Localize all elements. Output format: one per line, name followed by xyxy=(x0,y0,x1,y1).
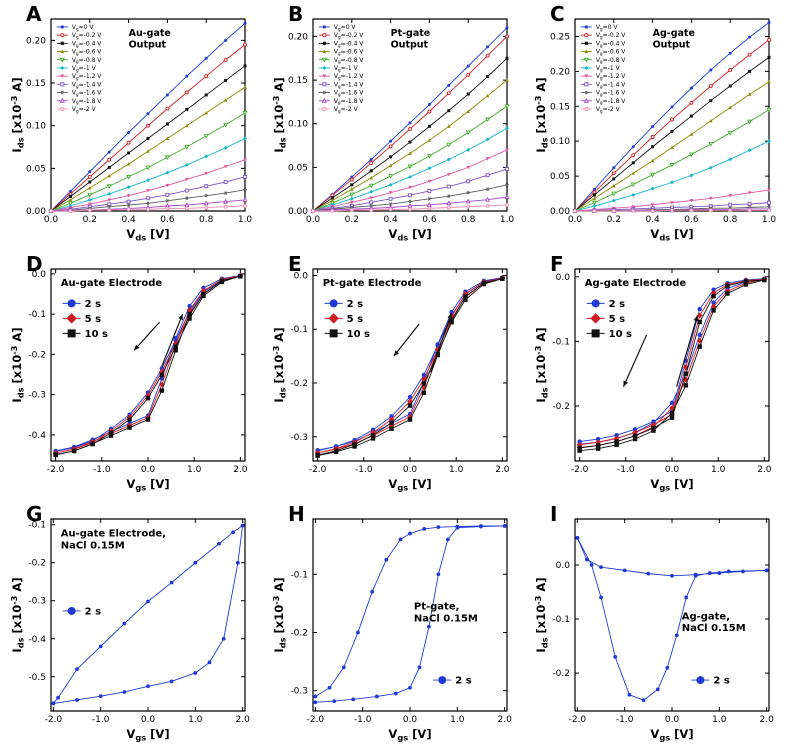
panel-b-label: B xyxy=(288,2,304,26)
panel-b-chart xyxy=(267,11,519,249)
panel-e: E xyxy=(262,250,524,500)
panel-h: H xyxy=(262,500,524,750)
panel-c-label: C xyxy=(550,2,565,26)
panel-a-label: A xyxy=(26,2,42,26)
panel-d-label: D xyxy=(26,252,43,276)
panel-g: G xyxy=(0,500,262,750)
panel-h-label: H xyxy=(288,502,305,526)
panel-c-chart xyxy=(529,11,781,249)
panel-h-chart xyxy=(267,511,519,749)
panel-e-chart xyxy=(267,261,519,499)
panel-a-chart xyxy=(5,11,257,249)
panel-i-chart xyxy=(529,511,781,749)
panel-f-label: F xyxy=(550,252,564,276)
panel-f-chart xyxy=(529,261,781,499)
panel-d: D xyxy=(0,250,262,500)
panel-e-label: E xyxy=(288,252,302,276)
panel-f: F xyxy=(524,250,786,500)
panel-i-label: I xyxy=(550,502,558,526)
panel-a: A xyxy=(0,0,262,250)
panel-c: C xyxy=(524,0,786,250)
panel-b: B xyxy=(262,0,524,250)
panel-g-label: G xyxy=(26,502,43,526)
panel-i: I xyxy=(524,500,786,750)
panel-g-chart xyxy=(5,511,257,749)
panel-d-chart xyxy=(5,261,257,499)
